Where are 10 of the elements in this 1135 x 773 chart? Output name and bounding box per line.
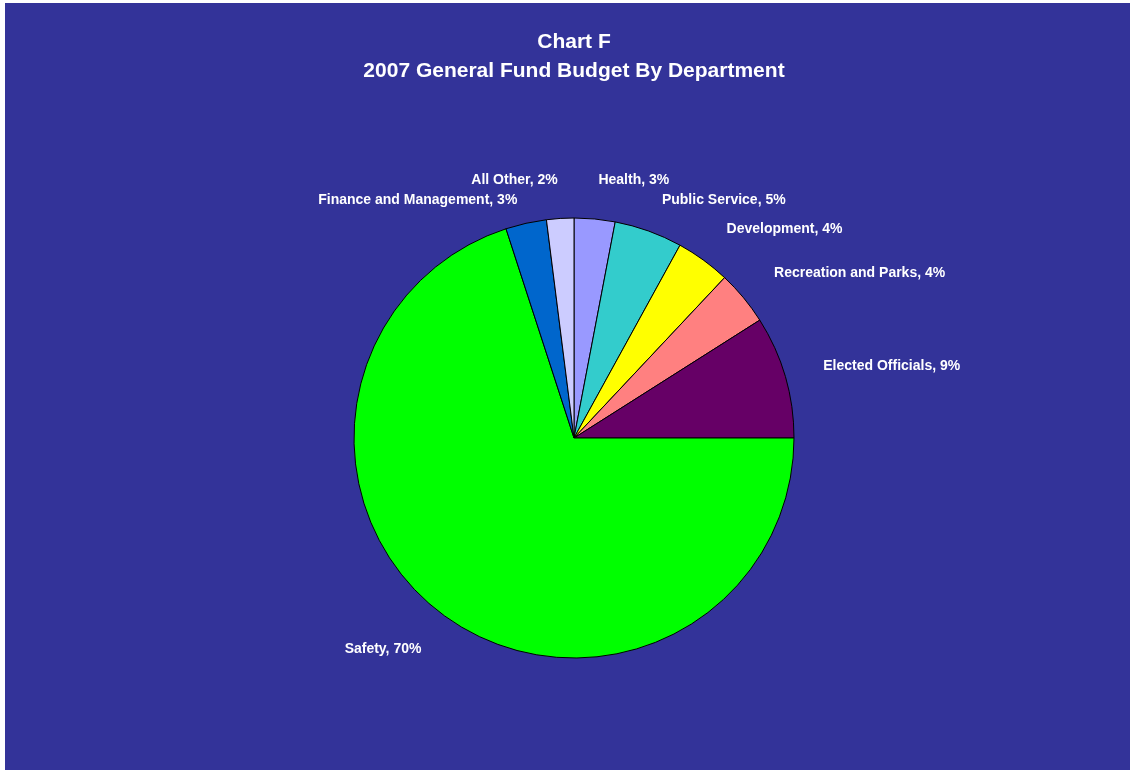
- slice-label: Recreation and Parks, 4%: [774, 264, 946, 281]
- slice-label: Public Service, 5%: [661, 191, 787, 208]
- chart-title: Chart F: [537, 29, 611, 52]
- slice-label: All Other, 2%: [471, 170, 559, 187]
- slice-label: Health, 3%: [598, 171, 670, 188]
- slice-label: Development, 4%: [726, 219, 844, 236]
- slice-label: Safety, 70%: [344, 639, 422, 656]
- chart-subtitle: 2007 General Fund Budget By Department: [363, 58, 785, 81]
- slice-label: Elected Officials, 9%: [823, 357, 961, 374]
- slice-label: Finance and Management, 3%: [318, 190, 518, 207]
